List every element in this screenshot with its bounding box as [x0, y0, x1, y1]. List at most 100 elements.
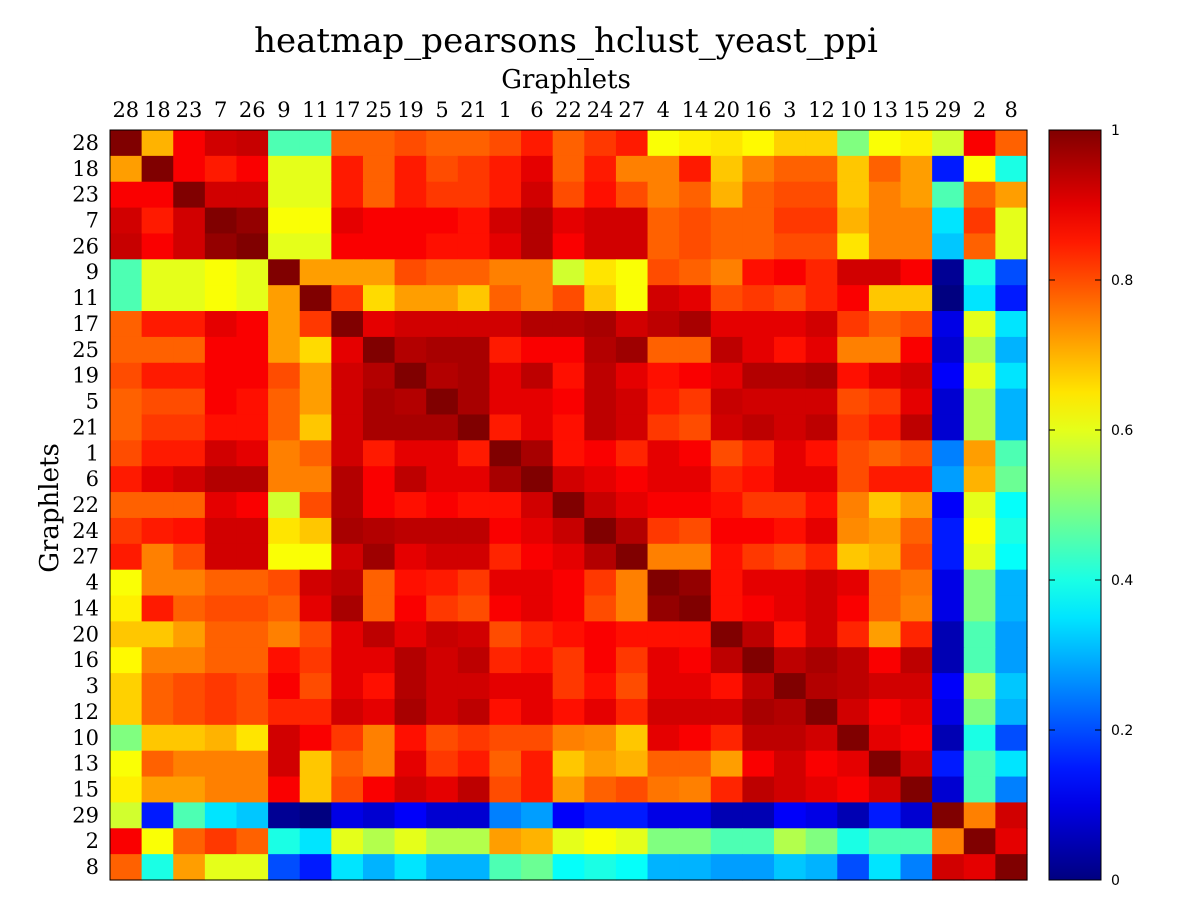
heatmap-cell [489, 414, 522, 441]
heatmap-cell [173, 181, 206, 209]
heatmap-cell [837, 259, 870, 286]
colorbar-gradient [1048, 129, 1102, 881]
heatmap-cell [489, 311, 522, 338]
y-tick-labels: 2818237269111725195211622242741420163121… [72, 131, 99, 879]
heatmap-cell [868, 621, 902, 648]
heatmap-cell [584, 673, 617, 700]
heatmap-cell [236, 543, 269, 571]
heatmap-cell [173, 492, 206, 519]
heatmap-cell [995, 492, 1028, 519]
heatmap-cell [173, 155, 206, 183]
heatmap-cell [900, 440, 933, 467]
heatmap-cell [963, 130, 996, 157]
heatmap-cell [552, 854, 585, 881]
heatmap-cell [110, 181, 143, 209]
x-tick-label: 20 [713, 98, 740, 122]
heatmap-cell [141, 259, 174, 286]
y-tick-label: 14 [72, 596, 99, 620]
heatmap-cell [710, 414, 744, 441]
heatmap-cell [774, 130, 807, 157]
heatmap-cell [963, 776, 996, 804]
heatmap-cell [521, 673, 554, 700]
x-tick-label: 21 [460, 98, 487, 122]
heatmap-cell [900, 362, 933, 390]
heatmap-cell [141, 724, 174, 752]
x-tick-label: 15 [903, 98, 930, 122]
heatmap-cell [710, 776, 744, 804]
x-tick-label: 28 [112, 98, 139, 122]
heatmap-cell [932, 362, 965, 390]
heatmap-cell [521, 828, 554, 855]
colorbar-tick-label: 1 [1111, 123, 1120, 139]
heatmap-cell [268, 466, 301, 493]
heatmap-cell [679, 362, 712, 390]
heatmap-cell [995, 440, 1028, 467]
heatmap-cell [868, 181, 902, 209]
heatmap-cell [552, 466, 585, 493]
heatmap-cell [457, 466, 491, 493]
heatmap-cell [963, 750, 996, 778]
heatmap-cell [932, 336, 965, 364]
heatmap-cell [963, 259, 996, 286]
heatmap-cell [362, 285, 396, 312]
heatmap-cell [932, 440, 965, 467]
heatmap-cell [742, 647, 775, 674]
heatmap-cell [963, 595, 996, 622]
x-axis-label: Graphlets [501, 65, 631, 95]
heatmap-cell [995, 285, 1028, 312]
heatmap-cell [331, 388, 364, 416]
heatmap-cell [805, 259, 838, 286]
heatmap-cell [995, 155, 1028, 183]
heatmap-cell [805, 724, 838, 752]
heatmap-cell [615, 517, 649, 545]
heatmap-cell [805, 828, 838, 855]
heatmap-cell [995, 854, 1028, 881]
heatmap-cell [615, 724, 649, 752]
y-tick-label: 20 [72, 622, 99, 646]
heatmap-cell [584, 440, 617, 467]
x-tick-label: 29 [935, 98, 962, 122]
heatmap-cell [299, 621, 332, 648]
heatmap-cell [647, 362, 680, 390]
heatmap-cell [679, 388, 712, 416]
heatmap-cell [805, 569, 838, 597]
heatmap-cell [900, 259, 933, 286]
heatmap-cell [457, 285, 491, 312]
heatmap-cell [268, 440, 301, 467]
heatmap-cell [204, 673, 238, 700]
heatmap-cell [679, 181, 712, 209]
heatmap-cell [299, 181, 332, 209]
heatmap-cell [489, 233, 522, 260]
y-tick-label: 3 [86, 674, 99, 698]
heatmap-cell [868, 440, 902, 467]
heatmap-cell [141, 492, 174, 519]
heatmap-cell [868, 336, 902, 364]
heatmap-cell [710, 828, 744, 855]
heatmap-cell [362, 362, 396, 390]
heatmap-cell [521, 517, 554, 545]
heatmap-cell [932, 259, 965, 286]
heatmap-cell [647, 285, 680, 312]
heatmap-cell [868, 828, 902, 855]
heatmap-cell [457, 698, 491, 726]
heatmap-cell [900, 207, 933, 235]
heatmap-cell [204, 155, 238, 183]
heatmap-cell [521, 414, 554, 441]
heatmap-cell [900, 130, 933, 157]
heatmap-cell [521, 181, 554, 209]
heatmap-cell [932, 828, 965, 855]
heatmap-cell [489, 207, 522, 235]
heatmap-cell [489, 336, 522, 364]
y-tick-label: 23 [72, 183, 99, 207]
heatmap-cell [900, 854, 933, 881]
heatmap-cell [710, 802, 744, 829]
heatmap-cell [204, 543, 238, 571]
heatmap-cell [426, 776, 459, 804]
heatmap-cell [995, 466, 1028, 493]
heatmap-cell [110, 750, 143, 778]
heatmap-cell [521, 259, 554, 286]
heatmap-cell [900, 285, 933, 312]
heatmap-cell [647, 155, 680, 183]
heatmap-cell [774, 388, 807, 416]
heatmap-cell [204, 362, 238, 390]
